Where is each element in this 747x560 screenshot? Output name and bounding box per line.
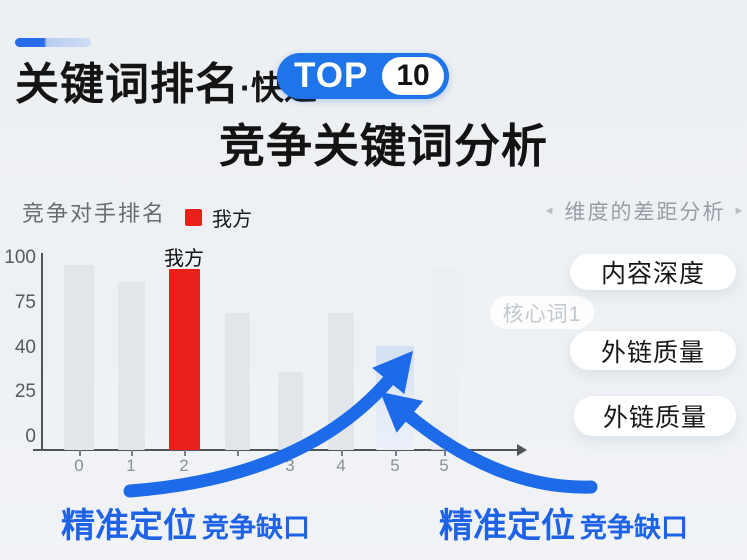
badge-number-pill: 10 [382, 57, 444, 95]
badge-number: 10 [396, 59, 430, 92]
chart-legend: 我方 [185, 203, 252, 232]
title-accent-bar [15, 38, 91, 47]
x-axis-tick [237, 450, 239, 456]
bar-competitor [224, 313, 250, 450]
x-tick-label: 5 [390, 456, 400, 475]
dimension-pill-content-depth[interactable]: 内容深度 [570, 254, 736, 290]
chevron-right-icon[interactable]: ► [733, 205, 747, 217]
bar-highlight [376, 346, 414, 450]
chevron-left-icon[interactable]: ◄ [543, 205, 557, 217]
x-tick-label: 0 [74, 456, 84, 475]
x-axis-tick [79, 450, 81, 456]
x-tick-label: 4 [336, 456, 346, 475]
page-title-main: 关键词排名 [15, 60, 240, 109]
dimension-pill-backlink-quality-1[interactable]: 外链质量 [570, 331, 736, 370]
x-axis-arrow-icon [517, 444, 527, 456]
page-subtitle: 竞争关键词分析 [219, 120, 548, 172]
y-tick-label: 25 [14, 381, 36, 403]
annotation-right: 精准定位 竞争缺口 [439, 498, 688, 547]
legend-swatch-red [185, 209, 202, 226]
x-tick-label: 2 [179, 456, 189, 475]
bar-ours [168, 269, 200, 450]
y-tick-label: 0 [25, 426, 36, 447]
bar-competitor [277, 372, 303, 450]
x-tick-label: 5 [439, 456, 449, 475]
y-axis-line [41, 253, 43, 451]
our-bar-label: 我方 [164, 248, 204, 270]
bar-competitor [328, 313, 354, 450]
keyword-tag: 核心词1 [490, 296, 594, 329]
annotation-left-strong: 精准定位 [61, 507, 197, 545]
bar-ghost [430, 269, 458, 450]
top-badge-label: TOP [294, 56, 369, 95]
chart-title: 竞争对手排名 [22, 201, 167, 226]
annotation-left-rest: 竞争缺口 [202, 513, 310, 543]
dimension-pill-backlink-quality-2[interactable]: 外链质量 [574, 396, 736, 436]
y-tick-label: 100 [4, 247, 36, 268]
annotation-right-rest: 竞争缺口 [580, 513, 688, 543]
x-tick-label: 3 [285, 456, 295, 475]
dimension-panel-header: ◄ 维度的差距分析 ► [544, 196, 745, 226]
bar-competitor [64, 265, 94, 450]
annotation-left: 精准定位 竞争缺口 [61, 498, 310, 547]
dimension-panel-title: 维度的差距分析 [564, 201, 726, 224]
y-tick-label: 40 [14, 336, 36, 358]
y-tick-label: 75 [14, 291, 36, 313]
annotation-right-strong: 精准定位 [439, 507, 575, 545]
bar-competitor [117, 282, 145, 450]
top10-badge: TOP 10 [277, 53, 449, 99]
x-tick-label: 1 [126, 456, 136, 475]
legend-label: 我方 [212, 209, 252, 231]
